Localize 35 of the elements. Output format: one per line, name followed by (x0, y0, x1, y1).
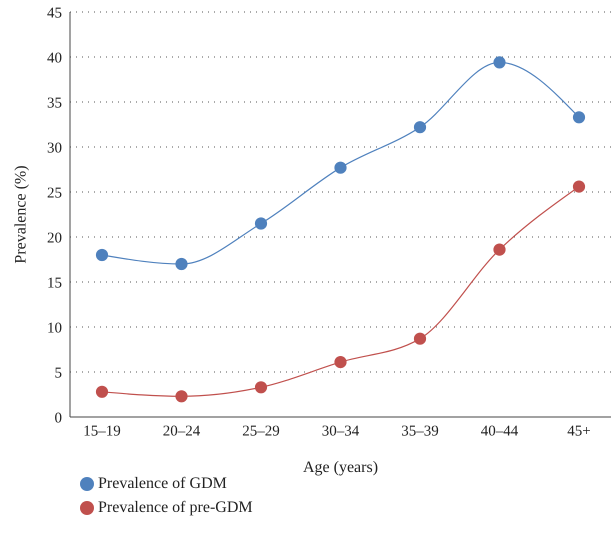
x-tick-label: 35–39 (401, 424, 439, 440)
y-tick-label: 0 (54, 410, 62, 426)
y-tick-label: 5 (54, 365, 62, 382)
y-tick-label: 15 (47, 275, 62, 292)
y-tick-label: 10 (47, 320, 62, 336)
point (334, 162, 347, 174)
x-tick-label: 40–44 (480, 424, 519, 440)
legend-label: Prevalence of pre-GDM (98, 499, 253, 516)
point (572, 180, 586, 193)
point (493, 244, 506, 256)
point (414, 332, 426, 345)
x-tick-label: 30–34 (322, 424, 360, 440)
y-tick-label: 30 (47, 140, 62, 156)
x-tick-label: 25–29 (242, 424, 280, 440)
point (334, 356, 347, 368)
point (493, 56, 506, 68)
y-tick-label: 45 (47, 5, 62, 22)
point (254, 217, 268, 230)
point (175, 258, 188, 270)
point (254, 381, 268, 394)
point (96, 386, 108, 398)
legend-label: Prevalence of GDM (98, 475, 227, 492)
point (414, 121, 426, 134)
point (572, 111, 586, 124)
x-tick-label: 45+ (567, 424, 591, 440)
y-tick-label: 35 (47, 95, 62, 112)
point (175, 390, 188, 402)
y-tick-label: 40 (47, 50, 62, 66)
y-tick-label: 25 (47, 185, 62, 202)
x-tick-label: 15–19 (83, 424, 121, 440)
point (96, 248, 108, 262)
x-axis-title: Age (years) (302, 459, 378, 476)
y-axis-title: Prevalence (%) (12, 165, 30, 264)
y-tick-label: 20 (47, 230, 62, 246)
x-tick-label: 20–24 (162, 424, 201, 440)
